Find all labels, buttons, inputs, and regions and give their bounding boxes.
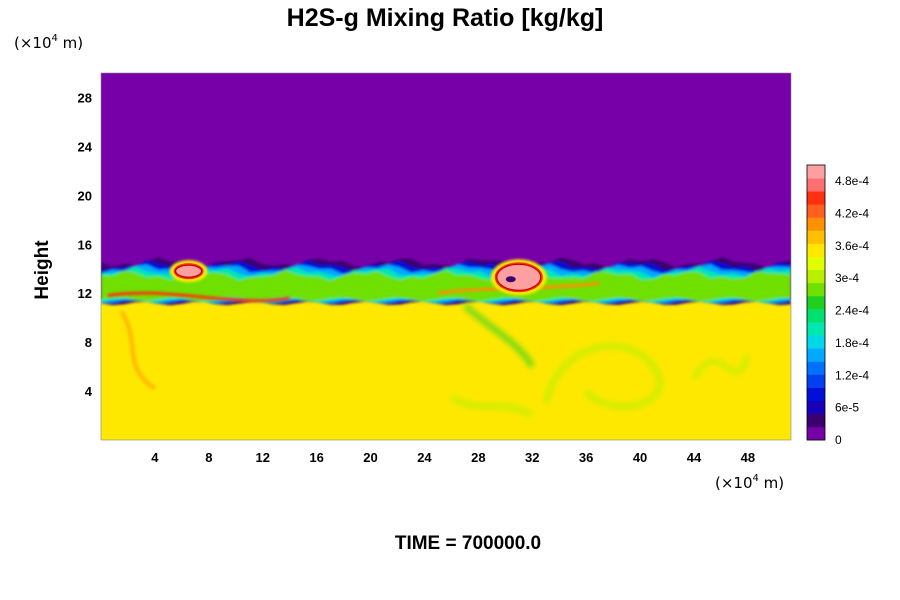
green-swirls [449,303,751,419]
colorbar-swatch [807,413,825,428]
y-unit-prefix: (×10 [14,34,52,52]
x-unit-exponent: 4 [753,473,759,484]
x-axis-unit: (×104 m) [715,473,784,492]
colorbar-swatch [807,243,825,257]
y-axis-unit: (×104 m) [14,33,83,52]
colorbar-swatch [807,361,825,375]
y-unit-suffix: m) [58,34,83,52]
colorbar-swatch [807,309,825,323]
x-tick-label: 8 [205,450,212,465]
colorbar-swatch [807,204,825,218]
y-tick-label: 4 [85,384,93,399]
x-tick-label: 16 [309,450,323,465]
colorbar-swatch [807,230,825,244]
colorbar-swatch [807,374,825,388]
mixing-band [101,269,791,302]
y-tick-label: 20 [78,188,92,203]
colorbar-swatch [807,400,825,415]
x-tick-label: 20 [363,450,377,465]
x-tick-label: 40 [633,450,647,465]
colorbar-swatch [807,165,825,179]
y-tick-labels: 4 8 12 16 20 24 28 [78,90,93,399]
x-tick-label: 24 [417,450,432,465]
colorbar-swatch [807,335,825,349]
x-tick-label: 48 [741,450,755,465]
colorbar-tick-label: 6e-5 [835,401,859,415]
y-tick-label: 16 [78,237,92,252]
x-tick-label: 32 [525,450,539,465]
x-tick-label: 44 [687,450,702,465]
y-axis-label: Height [32,240,53,300]
x-tick-labels: 4 8 12 16 20 24 28 32 36 40 44 48 [151,450,755,465]
colorbar-frame [806,164,826,441]
y-tick-label: 12 [78,286,92,301]
plot-area [101,73,791,440]
x-tick-label: 36 [579,450,593,465]
x-tick-label: 12 [255,450,269,465]
region-mixing-layer [101,257,791,306]
colorbar-tick-label: 4.8e-4 [835,174,869,188]
colorbar-swatch [807,426,825,441]
colorbar-swatch [807,387,825,402]
colorbar-swatch [807,217,825,231]
plot-frame [100,72,792,441]
y-tick-label: 24 [78,139,93,154]
colorbar: 0 6e-5 1.2e-4 1.8e-4 2.4e-4 3e-4 3.6e-4 4.2e-4 4… [806,164,869,447]
colorbar-swatch [807,282,825,297]
hotspot-left [169,260,208,283]
colorbar-swatch [807,178,825,192]
colorbar-swatch [807,269,825,284]
region-lower-atmosphere [101,299,791,440]
colorbar-tick-label: 4.2e-4 [835,207,869,221]
time-label: TIME = 700000.0 [395,533,541,554]
hotspot-center [490,259,547,296]
colorbar-tick-label: 3e-4 [835,271,859,285]
x-tick-label: 28 [471,450,485,465]
x-unit-suffix: m) [759,474,784,492]
y-unit-exponent: 4 [52,33,58,44]
y-tick-label: 28 [78,90,92,105]
colorbar-swatch [807,322,825,336]
colorbar-swatch [807,348,825,362]
colorbar-swatch [807,295,825,310]
x-unit-prefix: (×10 [715,474,753,492]
colorbar-tick-label: 3.6e-4 [835,239,869,253]
y-tick-label: 8 [85,335,92,350]
colorbar-tick-label: 1.2e-4 [835,368,869,382]
colorbar-tick-label: 2.4e-4 [835,304,869,318]
chart-title: H2S-g Mixing Ratio [kg/kg] [287,4,604,32]
colorbar-tick-label: 1.8e-4 [835,336,869,350]
colorbar-swatch [807,256,825,271]
colorbar-tick-label: 0 [835,433,842,447]
colorbar-swatch [807,191,825,205]
x-tick-label: 4 [151,450,159,465]
